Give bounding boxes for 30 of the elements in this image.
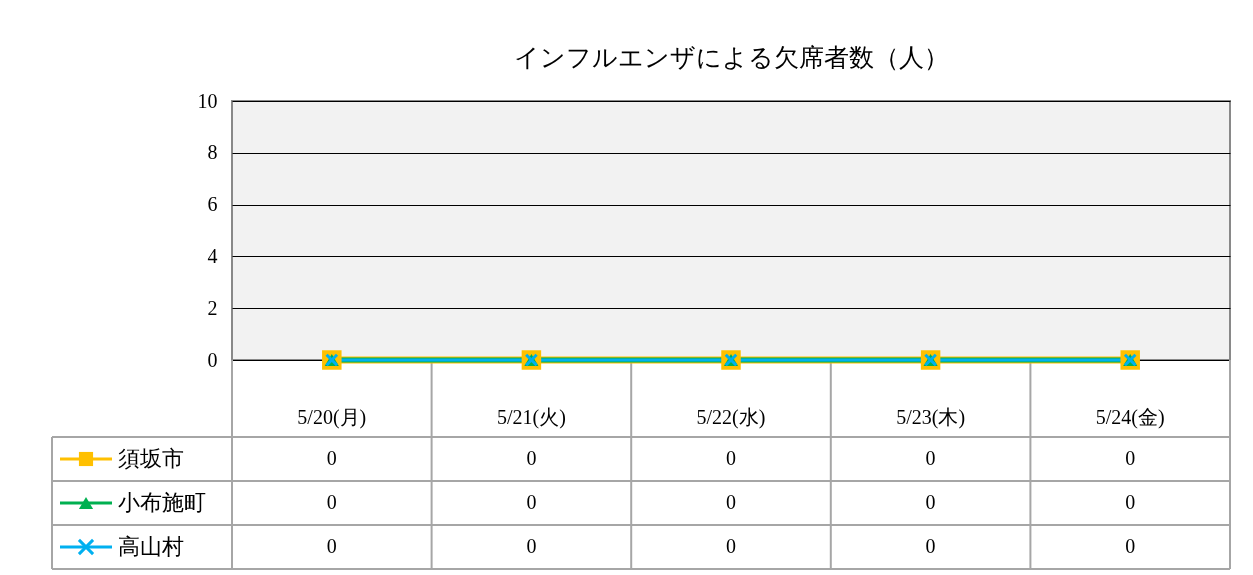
data-label: 0 [1125, 491, 1136, 513]
x-tick-label: 5/23(木) [896, 406, 966, 429]
data-label: 0 [1125, 535, 1136, 557]
data-label: 0 [726, 491, 736, 513]
data-label: 0 [526, 491, 537, 513]
data-label: 0 [526, 535, 537, 557]
x-tick-label: 5/22(水) [696, 406, 766, 429]
chart-title: インフルエンザによる欠席者数（人） [513, 44, 949, 71]
data-label: 0 [925, 447, 936, 469]
y-tick-label: 4 [207, 244, 218, 267]
x-tick-label: 5/21(火) [496, 406, 566, 429]
y-tick-label: 10 [197, 89, 218, 112]
legend-label: 小布施町 [118, 490, 206, 515]
y-tick-label: 8 [207, 141, 218, 164]
x-tick-label: 5/24(金) [1095, 406, 1165, 429]
data-label: 0 [726, 535, 736, 557]
data-label: 0 [925, 535, 936, 557]
data-label: 0 [1125, 447, 1136, 469]
data-label: 0 [326, 491, 337, 513]
x-tick-label: 5/20(月) [297, 406, 367, 429]
y-tick-label: 0 [207, 348, 218, 371]
data-label: 0 [326, 535, 337, 557]
y-tick-label: 6 [207, 193, 218, 216]
y-tick-label: 2 [207, 296, 218, 319]
legend-label: 高山村 [118, 534, 184, 559]
data-label: 0 [726, 447, 736, 469]
legend-label: 須坂市 [118, 446, 184, 471]
data-label: 0 [526, 447, 537, 469]
data-label: 0 [925, 491, 936, 513]
data-label: 0 [326, 447, 337, 469]
